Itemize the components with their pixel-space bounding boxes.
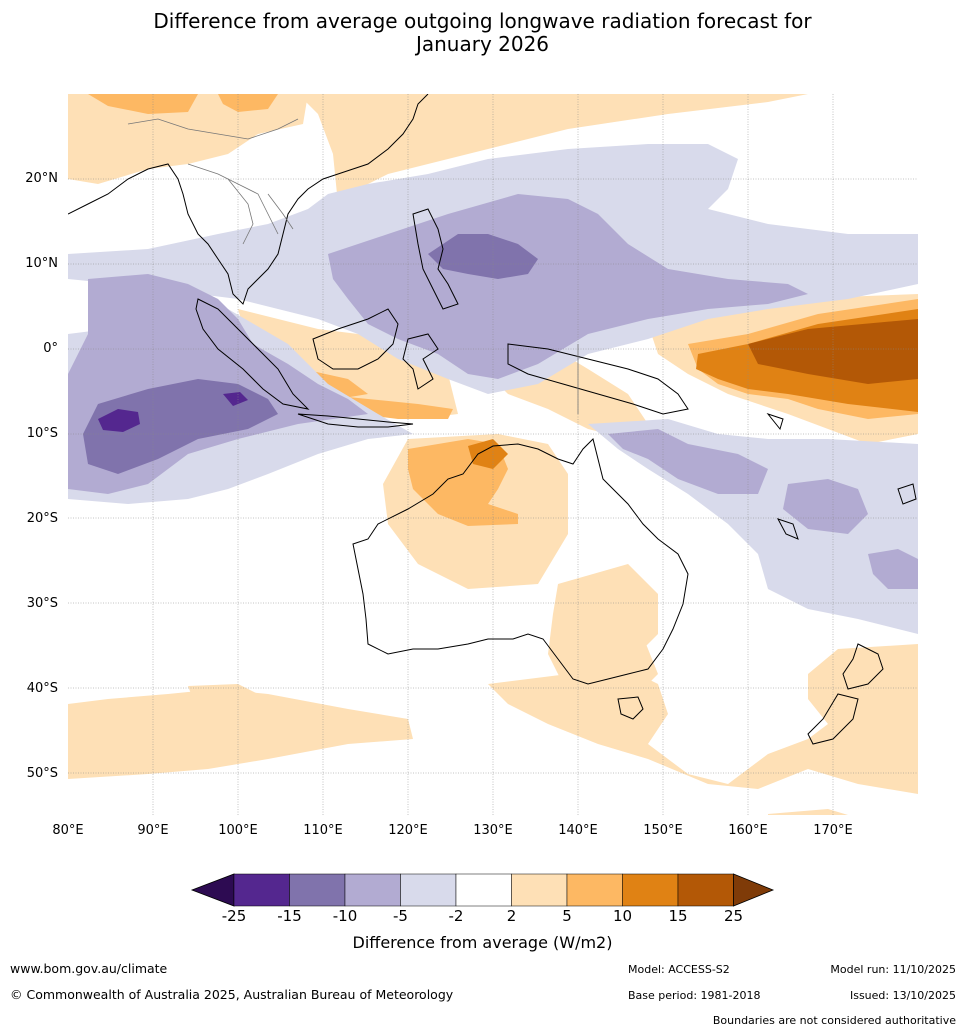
- colorbar-tick: 5: [562, 907, 572, 925]
- olr-anomaly-map: [68, 94, 918, 815]
- colorbar-segment-n15-n10: [289, 873, 346, 907]
- base-period: Base period: 1981-2018: [628, 989, 761, 1002]
- title-line-2: January 2026: [415, 32, 550, 56]
- map-svg: [68, 94, 918, 815]
- colorbar-tick: -15: [277, 907, 302, 925]
- colorbar-tick: 2: [506, 907, 517, 925]
- lat-label-30s: 30°S: [26, 596, 58, 611]
- colorbar-tick: -5: [393, 907, 408, 925]
- title-line-1: Difference from average outgoing longwav…: [153, 9, 812, 33]
- colorbar-tick: -2: [448, 907, 464, 925]
- lat-label-equator: 0°: [43, 341, 58, 356]
- lon-label-100e: 100°E: [218, 823, 258, 838]
- map-title: Difference from average outgoing longwav…: [0, 10, 965, 56]
- lon-label-150e: 150°E: [643, 823, 683, 838]
- lon-label-110e: 110°E: [303, 823, 343, 838]
- colorbar: [190, 873, 775, 907]
- lon-label-80e: 80°E: [52, 823, 84, 838]
- boundaries-disclaimer: Boundaries are not considered authoritat…: [712, 1014, 956, 1027]
- colorbar-tick: 25: [723, 907, 744, 925]
- copyright-text: © Commonwealth of Australia 2025, Austra…: [10, 987, 454, 1002]
- colorbar-segment-n10-n5: [344, 873, 401, 907]
- coastlines: [68, 94, 917, 745]
- colorbar-segment-p5-p10: [566, 873, 623, 907]
- anomaly-deepest-purple: [98, 392, 248, 432]
- lon-label-140e: 140°E: [558, 823, 598, 838]
- colorbar-tick: 15: [668, 907, 688, 925]
- colorbar-label: Difference from average (W/m2): [352, 933, 613, 952]
- website-link[interactable]: www.bom.gov.au/climate: [10, 961, 168, 976]
- colorbar-tick: -10: [332, 907, 358, 925]
- lat-label-10s: 10°S: [26, 426, 58, 441]
- colorbar-segment-n5-n2: [400, 873, 457, 907]
- colorbar-segment-p15-p25: [677, 873, 734, 907]
- model-name: Model: ACCESS-S2: [628, 963, 730, 976]
- lat-label-50s: 50°S: [26, 766, 58, 781]
- country-borders: [127, 118, 579, 414]
- lat-label-20s: 20°S: [26, 511, 58, 526]
- anomaly-dark-purple: [83, 234, 538, 474]
- colorbar-segment-n2-p2: [455, 873, 512, 907]
- lat-label-40s: 40°S: [26, 681, 58, 696]
- lat-label-10n: 10°N: [25, 256, 58, 271]
- lat-label-20n: 20°N: [25, 171, 58, 186]
- colorbar-segment-p10-p15: [622, 873, 679, 907]
- colorbar-segment-n25-n15: [233, 873, 290, 907]
- lon-label-120e: 120°E: [388, 823, 428, 838]
- issued-date: Issued: 13/10/2025: [849, 989, 956, 1002]
- colorbar-tick: -25: [221, 907, 247, 925]
- colorbar-arrow-above: [733, 873, 775, 907]
- lon-label-170e: 170°E: [813, 823, 853, 838]
- lon-label-160e: 160°E: [728, 823, 768, 838]
- colorbar-arrow-below: [190, 873, 235, 907]
- lon-label-90e: 90°E: [137, 823, 169, 838]
- colorbar-segment-p2-p5: [511, 873, 568, 907]
- map-gridlines: [68, 94, 918, 815]
- lon-label-130e: 130°E: [473, 823, 513, 838]
- model-run-date: Model run: 11/10/2025: [830, 963, 956, 976]
- colorbar-tick: 10: [612, 907, 633, 925]
